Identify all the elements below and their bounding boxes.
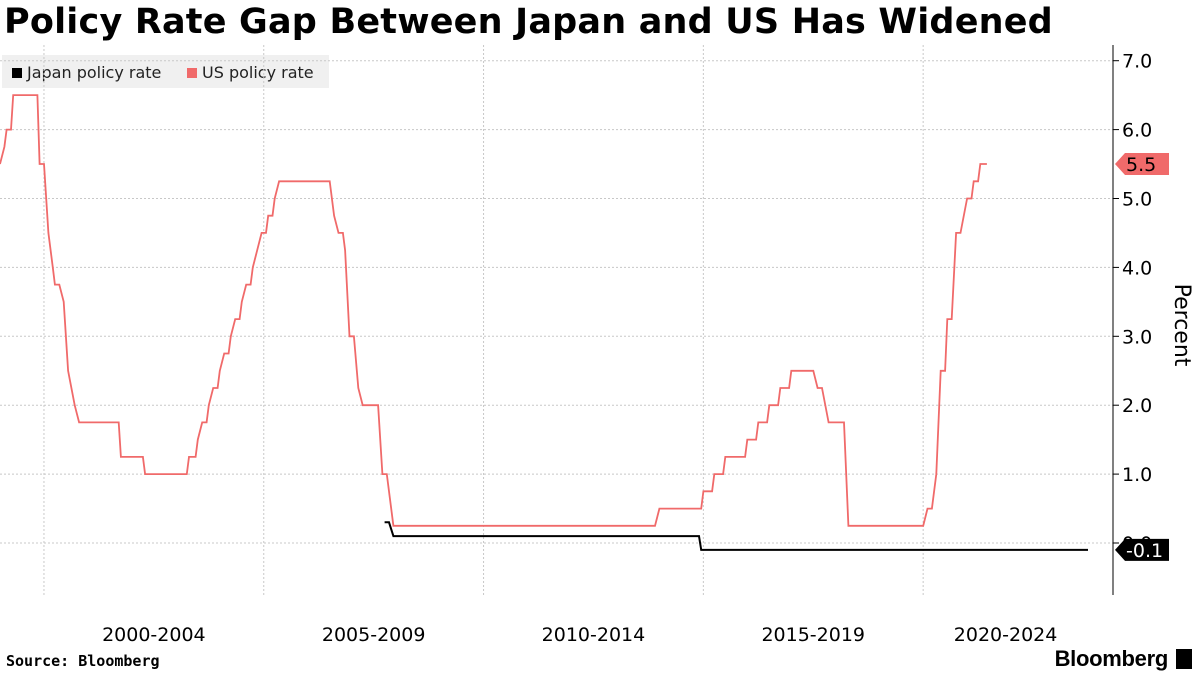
end-label-value: -0.1 xyxy=(1126,540,1163,562)
legend-swatch-us xyxy=(187,68,197,78)
y-tick-label: 6.0 xyxy=(1122,120,1152,142)
bloomberg-terminal-icon xyxy=(1176,649,1192,669)
legend-label-japan: Japan policy rate xyxy=(27,63,162,82)
y-tick-label: 1.0 xyxy=(1122,464,1152,486)
y-axis-label: Percent xyxy=(1169,284,1194,367)
legend-item-us: US policy rate xyxy=(187,63,314,82)
y-tick-label: 3.0 xyxy=(1122,326,1152,348)
x-category-label: 2005-2009 xyxy=(322,624,426,646)
grid-layer xyxy=(0,45,1113,595)
legend-swatch-japan xyxy=(12,68,22,78)
end-labels: -0.1 5.5 xyxy=(1115,153,1169,562)
source-note: Source: Bloomberg xyxy=(6,652,160,670)
legend-label-us: US policy rate xyxy=(202,63,314,82)
series-line-us xyxy=(0,94,987,527)
x-category-label: 2000-2004 xyxy=(102,624,206,646)
x-category-label: 2010-2014 xyxy=(542,624,646,646)
x-category-label: 2015-2019 xyxy=(761,624,865,646)
y-tick-label: 7.0 xyxy=(1122,51,1152,73)
y-tick-label: 2.0 xyxy=(1122,395,1152,417)
series-layer xyxy=(0,94,1088,551)
legend-item-japan: Japan policy rate xyxy=(12,63,161,82)
x-axis-labels: 2000-2004 2005-2009 2010-2014 2015-2019 2020… xyxy=(102,624,1057,646)
end-label-flag xyxy=(1115,538,1169,561)
series-line-japan xyxy=(384,521,1088,551)
end-label-japan: -0.1 xyxy=(1115,538,1169,562)
y-tick-label: 5.0 xyxy=(1122,189,1152,211)
y-axis: 7.06.05.04.03.02.01.00.0 xyxy=(1112,45,1152,595)
y-tick-label: 4.0 xyxy=(1122,257,1152,279)
end-label-flag xyxy=(1115,153,1169,176)
chart-title: Policy Rate Gap Between Japan and US Has… xyxy=(4,2,1053,42)
x-category-label: 2020-2024 xyxy=(954,624,1058,646)
brand-logo: Bloomberg xyxy=(1054,646,1169,671)
end-label-us: 5.5 xyxy=(1115,153,1169,176)
end-label-value: 5.5 xyxy=(1126,154,1156,176)
